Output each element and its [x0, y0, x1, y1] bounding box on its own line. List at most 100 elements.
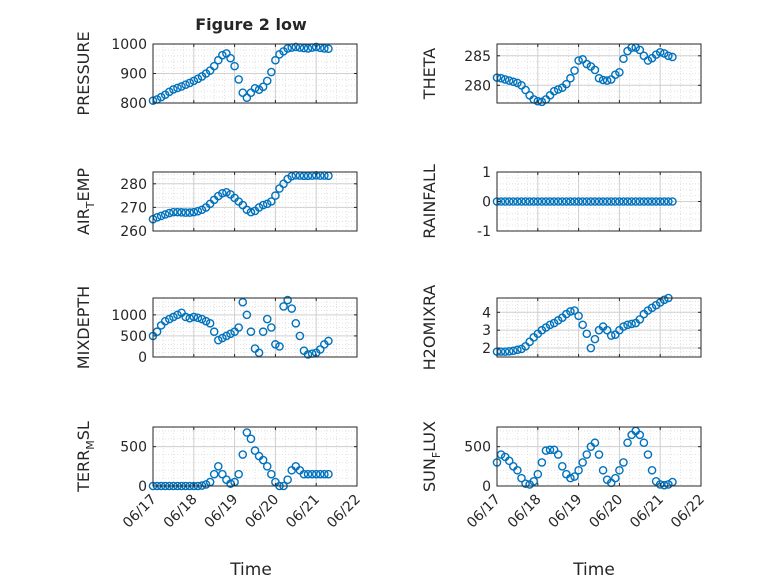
data-point — [651, 197, 661, 206]
data-point — [295, 331, 305, 341]
data-point — [267, 323, 276, 332]
data-point — [562, 197, 571, 206]
data-point — [246, 207, 256, 217]
data-point — [545, 197, 555, 206]
data-point — [303, 44, 313, 53]
data-point — [668, 52, 677, 62]
y-tick-label: 260 — [120, 224, 147, 240]
data-point — [574, 311, 583, 321]
data-point — [635, 430, 645, 440]
y-axis-label: RAINFALL — [420, 164, 439, 239]
data-point — [258, 327, 268, 337]
data-point — [173, 207, 182, 217]
data-point — [262, 76, 272, 86]
data-point — [509, 197, 518, 206]
y-tick-label: 280 — [464, 78, 491, 94]
data-point — [594, 450, 604, 459]
data-point — [647, 197, 657, 206]
subplot-theta: 280 285 THETA — [420, 43, 702, 107]
subplot-h2omixra: 2 3 4 H2OMIXRA — [420, 285, 702, 370]
data-point — [185, 208, 195, 217]
y-tick-label: 800 — [120, 96, 147, 112]
data-point — [594, 73, 604, 83]
data-point — [570, 472, 579, 481]
data-point — [226, 53, 235, 63]
data-point — [254, 348, 264, 358]
data-point — [533, 197, 543, 206]
data-point — [165, 314, 174, 324]
data-point — [615, 68, 624, 77]
data-point — [553, 197, 563, 206]
subplot-mixdepth: 0 500 1000 MIXDEPTH — [74, 286, 358, 369]
y-tick-label: 500 — [464, 440, 491, 456]
y-tick-label: -1 — [477, 224, 491, 240]
data-point — [582, 197, 592, 206]
data-point — [602, 76, 612, 85]
data-point — [521, 197, 530, 206]
data-point — [315, 345, 325, 354]
data-point — [647, 465, 657, 475]
data-point — [521, 479, 530, 488]
y-tick-label: 270 — [120, 200, 147, 216]
data-point — [635, 45, 645, 55]
data-point — [234, 323, 243, 332]
data-point — [504, 76, 514, 85]
data-point — [299, 43, 309, 53]
data-point — [222, 331, 231, 341]
data-point — [619, 197, 628, 206]
y-tick-label: 1000 — [111, 37, 147, 53]
data-point — [655, 47, 665, 57]
data-point — [623, 197, 632, 206]
data-point — [517, 473, 526, 483]
data-point — [590, 334, 600, 344]
data-point — [234, 469, 243, 479]
data-point — [500, 347, 510, 356]
data-point — [283, 295, 292, 305]
y-tick-label: 0 — [482, 195, 491, 211]
data-point — [513, 197, 522, 206]
data-point — [541, 446, 551, 455]
data-point — [189, 312, 199, 322]
data-point — [664, 197, 673, 206]
data-point — [635, 315, 645, 324]
data-point — [517, 197, 526, 206]
data-point — [619, 322, 628, 331]
data-point — [627, 197, 636, 206]
data-point — [643, 450, 653, 459]
y-axis-label: AIRTEMP — [74, 168, 97, 235]
figure-title: Figure 2 low — [195, 15, 307, 34]
data-point — [209, 61, 219, 71]
y-tick-label: 900 — [120, 67, 147, 83]
data-point — [533, 469, 543, 479]
axes-box — [496, 426, 702, 487]
data-point — [590, 197, 600, 206]
data-point — [639, 438, 649, 448]
data-point — [193, 313, 203, 323]
data-point — [201, 316, 211, 326]
data-point — [574, 465, 583, 475]
data-point — [185, 78, 195, 88]
data-point — [504, 456, 514, 466]
data-point — [250, 446, 260, 455]
subplot-air-temp: 260 270 280 AIRTEMP — [74, 168, 358, 240]
data-point — [562, 79, 571, 89]
data-point — [181, 312, 190, 322]
data-point — [320, 469, 329, 479]
y-tick-label: 0 — [482, 479, 491, 495]
y-tick-label: 1 — [482, 165, 491, 181]
data-point — [315, 469, 325, 479]
data-point — [566, 307, 575, 316]
data-point — [299, 469, 309, 479]
axes-box — [152, 297, 358, 358]
data-point — [250, 83, 260, 93]
data-point — [602, 197, 612, 206]
data-point — [655, 197, 665, 206]
data-point — [545, 320, 555, 330]
data-point — [205, 318, 215, 328]
data-point — [615, 197, 624, 206]
data-point — [218, 333, 227, 343]
data-point — [226, 329, 235, 339]
y-tick-label: 1000 — [111, 308, 147, 324]
data-point — [615, 465, 624, 475]
